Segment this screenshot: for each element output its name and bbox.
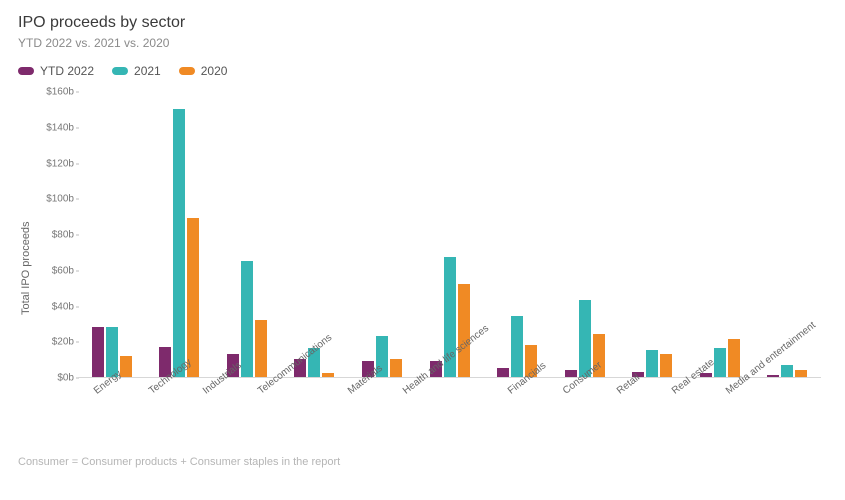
legend-item: 2020 [179,64,228,78]
bar-group [213,92,281,377]
y-tick-label: $40b [34,301,74,312]
legend: YTD 2022 2021 2020 [18,64,827,78]
bar [255,320,267,377]
bar [728,339,740,377]
bar [92,327,104,377]
chart-container: IPO proceeds by sector YTD 2022 vs. 2021… [0,0,845,468]
bar-group [281,92,349,377]
bar [173,109,185,377]
y-tick-label: $80b [34,230,74,241]
chart-subtitle: YTD 2022 vs. 2021 vs. 2020 [18,36,827,50]
legend-label: 2021 [134,64,161,78]
y-tick-label: $0b [34,373,74,384]
legend-item: YTD 2022 [18,64,94,78]
plot-inner [78,92,821,378]
bar-group [686,92,754,377]
legend-swatch [112,67,128,75]
footnote: Consumer = Consumer products + Consumer … [18,456,827,468]
legend-label: YTD 2022 [40,64,94,78]
bar-group [551,92,619,377]
legend-item: 2021 [112,64,161,78]
y-tick-label: $20b [34,337,74,348]
y-tick-label: $100b [34,194,74,205]
y-tick-label: $60b [34,265,74,276]
bar-group [146,92,214,377]
bar [187,218,199,377]
y-tick-label: $120b [34,158,74,169]
bar-group [618,92,686,377]
legend-label: 2020 [201,64,228,78]
bars-area [78,92,821,377]
legend-swatch [18,67,34,75]
bar [511,316,523,377]
y-tick-label: $140b [34,122,74,133]
y-tick-label: $160b [34,87,74,98]
plot: $0b$20b$40b$60b$80b$100b$120b$140b$160b … [34,88,827,428]
bar-group [78,92,146,377]
bar-group [348,92,416,377]
legend-swatch [179,67,195,75]
x-axis-labels: EnergyTechnologyIndustrialsTelecommunica… [78,378,821,428]
chart-title: IPO proceeds by sector [18,14,827,32]
y-axis-label: Total IPO proceeds [18,88,34,428]
chart-area: Total IPO proceeds $0b $20b $40b $60b $80b $1… [18,88,827,428]
